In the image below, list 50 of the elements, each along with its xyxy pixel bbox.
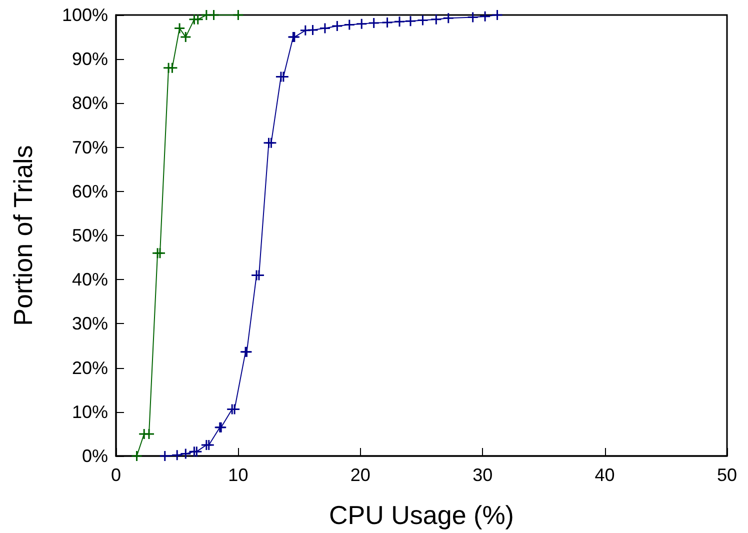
point	[159, 450, 171, 462]
point	[180, 448, 192, 460]
x-axis-title: CPU Usage (%)	[329, 500, 514, 530]
y-tick-label: 50%	[72, 226, 108, 246]
y-axis-title: Portion of Trials	[8, 145, 38, 326]
point	[166, 62, 178, 74]
y-tick-label: 70%	[72, 137, 108, 158]
point	[492, 9, 504, 21]
point	[174, 22, 186, 34]
y-tick-label: 30%	[72, 314, 108, 334]
point	[203, 439, 215, 451]
x-tick-label: 40	[594, 465, 615, 485]
x-tick-label: 30	[472, 465, 493, 485]
point	[154, 247, 166, 259]
point	[190, 446, 202, 458]
point	[319, 22, 331, 34]
point	[442, 12, 454, 24]
y-tick-label: 80%	[72, 93, 108, 114]
x-tick-label: 0	[110, 465, 122, 485]
point	[430, 14, 442, 26]
point	[306, 24, 318, 36]
point	[131, 450, 143, 462]
point	[171, 449, 183, 461]
point	[382, 16, 394, 28]
point	[404, 15, 416, 27]
y-tick-label: 0%	[82, 446, 108, 466]
point	[180, 31, 192, 43]
point	[143, 428, 155, 440]
y-tick-label: 90%	[72, 49, 108, 70]
point	[368, 17, 380, 29]
point	[192, 14, 204, 26]
y-tick-label: 60%	[72, 181, 108, 202]
x-tick-label: 20	[350, 465, 370, 485]
point	[356, 18, 368, 30]
y-tick-label: 40%	[72, 270, 108, 290]
point	[467, 11, 479, 23]
point	[300, 24, 312, 36]
point	[265, 137, 277, 149]
point	[416, 14, 428, 26]
point	[344, 18, 356, 30]
point	[479, 10, 491, 22]
y-tick-label: 10%	[72, 402, 108, 422]
y-tick-label: 20%	[72, 358, 108, 378]
point	[232, 9, 244, 21]
x-tick-label: 50	[716, 465, 738, 485]
point	[331, 20, 343, 32]
x-tick-label: 10	[228, 465, 248, 485]
y-tick-label: 100%	[62, 5, 108, 25]
point	[394, 16, 406, 28]
point	[208, 9, 220, 21]
